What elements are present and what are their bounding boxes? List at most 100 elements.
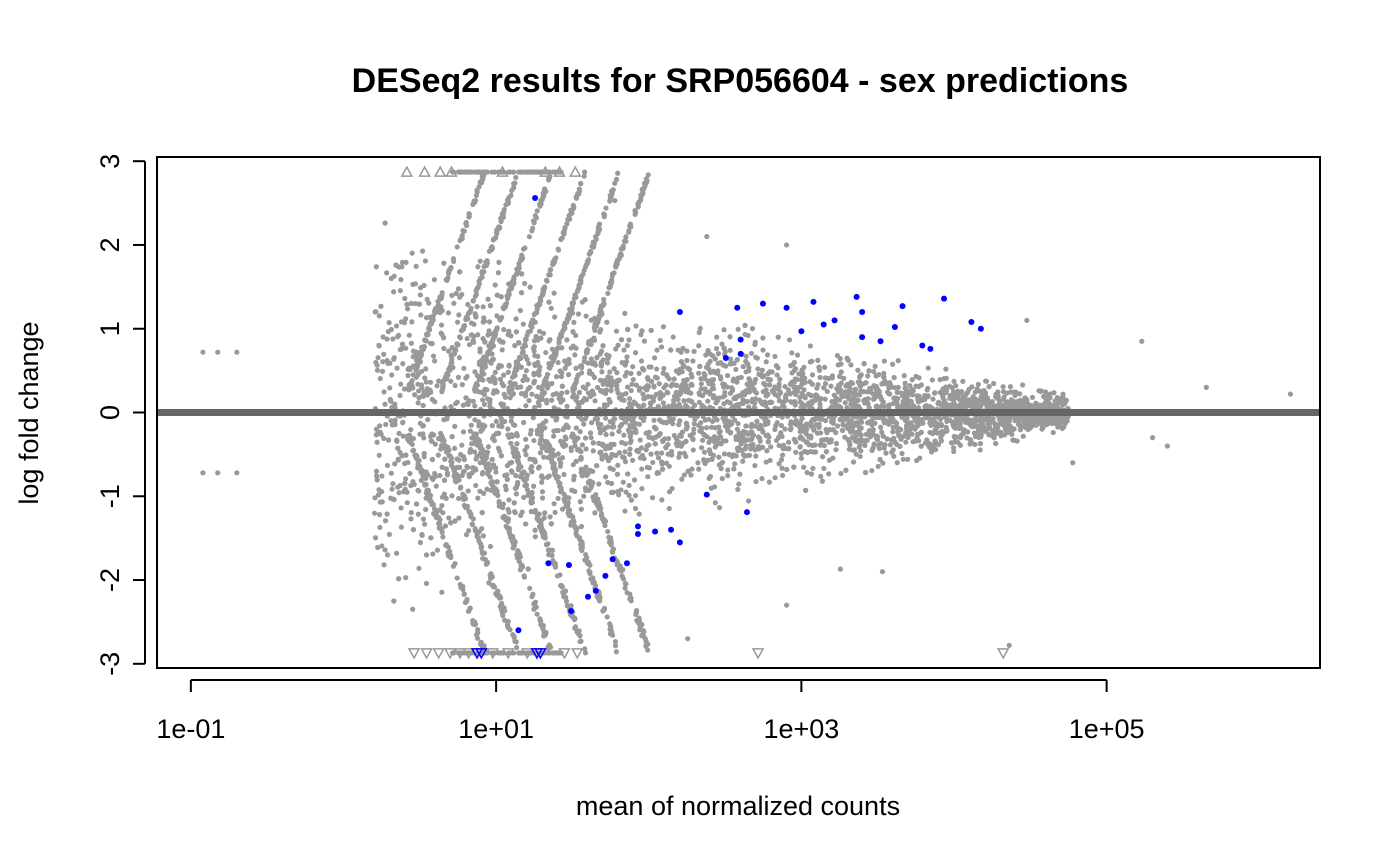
data-point bbox=[373, 426, 379, 432]
data-point bbox=[761, 380, 767, 386]
data-point bbox=[599, 456, 605, 462]
data-point bbox=[549, 380, 555, 387]
data-point bbox=[794, 352, 801, 358]
data-point bbox=[680, 362, 686, 368]
data-point bbox=[515, 457, 521, 463]
data-point bbox=[808, 392, 814, 399]
data-point bbox=[485, 332, 491, 338]
data-point bbox=[548, 521, 554, 527]
data-point bbox=[541, 330, 547, 336]
data-point bbox=[626, 229, 632, 235]
data-point bbox=[560, 327, 566, 334]
data-point bbox=[799, 415, 805, 421]
data-point bbox=[549, 552, 555, 559]
data-point bbox=[773, 423, 779, 429]
data-point bbox=[522, 245, 528, 251]
data-point bbox=[425, 331, 431, 338]
data-point bbox=[670, 334, 676, 340]
data-point bbox=[384, 336, 390, 342]
data-point bbox=[451, 258, 457, 265]
data-point bbox=[375, 544, 381, 551]
data-point bbox=[487, 397, 493, 403]
data-point bbox=[702, 386, 708, 392]
data-point bbox=[1042, 389, 1049, 395]
data-point bbox=[522, 280, 528, 287]
data-point bbox=[475, 264, 481, 270]
data-point bbox=[511, 634, 517, 640]
data-point bbox=[500, 403, 506, 409]
data-point bbox=[748, 429, 754, 435]
data-point bbox=[404, 306, 411, 312]
data-point bbox=[424, 392, 430, 398]
data-point bbox=[380, 359, 386, 365]
data-point bbox=[561, 443, 567, 450]
data-point bbox=[572, 625, 578, 631]
data-point bbox=[578, 277, 584, 284]
data-point bbox=[416, 565, 422, 571]
data-point bbox=[997, 398, 1003, 404]
data-point bbox=[435, 452, 441, 458]
data-point bbox=[625, 326, 631, 333]
data-point bbox=[914, 435, 920, 441]
data-point bbox=[514, 644, 520, 651]
data-point bbox=[599, 369, 605, 375]
data-point bbox=[460, 326, 466, 332]
data-point bbox=[669, 485, 675, 492]
data-point bbox=[595, 420, 601, 427]
data-point bbox=[925, 393, 931, 399]
data-point bbox=[394, 438, 400, 444]
data-point bbox=[607, 369, 613, 375]
data-point bbox=[725, 473, 731, 479]
data-point bbox=[809, 372, 816, 378]
data-point bbox=[640, 391, 646, 397]
data-point bbox=[892, 395, 899, 401]
data-point bbox=[1023, 419, 1029, 425]
data-point bbox=[540, 190, 546, 196]
data-point bbox=[733, 366, 739, 373]
data-point bbox=[712, 369, 718, 375]
data-point bbox=[721, 345, 727, 351]
data-point bbox=[377, 499, 383, 505]
data-point bbox=[544, 400, 550, 406]
data-point bbox=[613, 649, 619, 655]
data-point bbox=[393, 323, 400, 329]
data-point bbox=[409, 319, 415, 325]
data-point bbox=[600, 381, 606, 387]
data-point bbox=[552, 314, 558, 320]
data-point bbox=[506, 527, 512, 534]
data-point bbox=[615, 378, 621, 384]
data-point bbox=[480, 304, 486, 310]
data-point bbox=[595, 595, 601, 601]
data-point bbox=[385, 329, 391, 335]
data-point bbox=[842, 400, 848, 406]
data-point bbox=[749, 421, 755, 427]
data-point bbox=[557, 463, 563, 469]
data-point bbox=[628, 497, 634, 503]
data-point bbox=[819, 437, 825, 443]
data-point bbox=[379, 543, 385, 549]
data-point bbox=[951, 433, 957, 440]
data-point bbox=[443, 443, 449, 449]
data-point bbox=[400, 420, 406, 426]
data-point bbox=[616, 428, 622, 434]
data-point bbox=[526, 234, 533, 240]
data-point bbox=[557, 392, 563, 398]
data-point bbox=[747, 452, 753, 458]
data-point bbox=[454, 341, 460, 347]
data-point bbox=[446, 348, 452, 354]
data-point bbox=[411, 392, 418, 398]
data-point bbox=[744, 437, 751, 443]
data-point bbox=[753, 376, 759, 383]
data-point bbox=[1055, 400, 1061, 406]
data-point bbox=[553, 255, 559, 261]
data-point bbox=[913, 383, 919, 389]
data-point bbox=[448, 459, 454, 465]
data-point bbox=[416, 395, 422, 401]
data-point bbox=[763, 393, 770, 399]
data-point bbox=[641, 456, 647, 462]
data-point bbox=[604, 319, 610, 325]
data-point bbox=[731, 466, 737, 472]
data-point bbox=[755, 434, 762, 440]
data-point bbox=[539, 529, 545, 536]
data-point bbox=[384, 462, 391, 469]
